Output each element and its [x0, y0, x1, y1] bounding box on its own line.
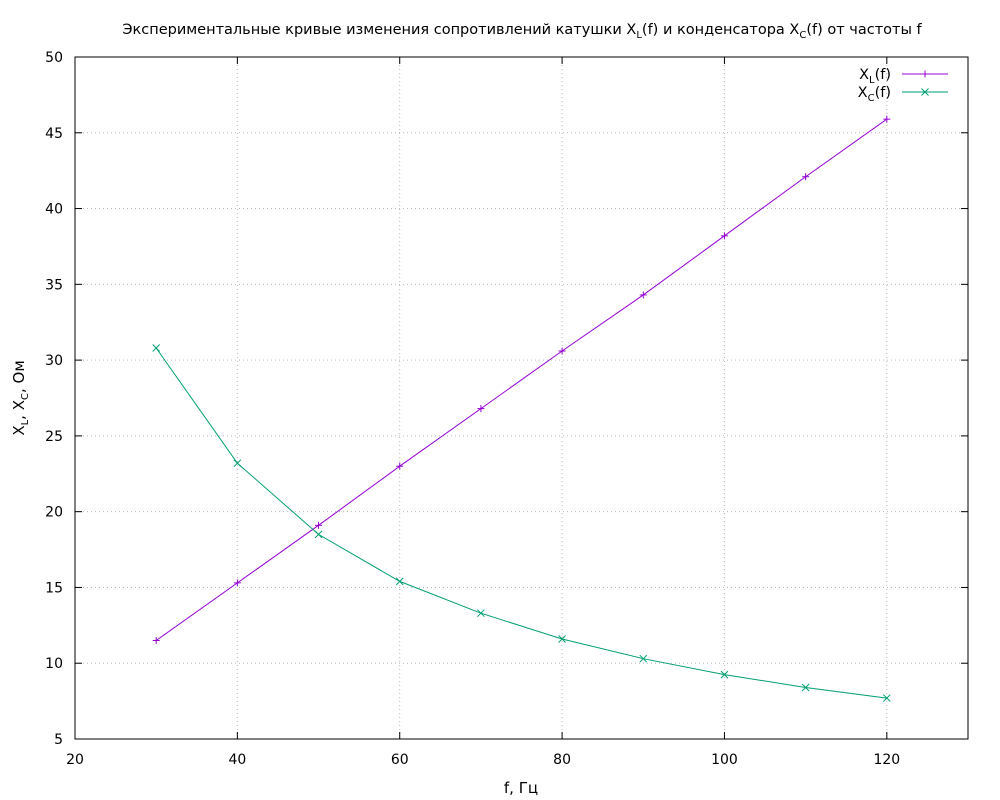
cross-point-marker	[233, 459, 242, 468]
y-tick-label: 45	[45, 126, 63, 142]
y-tick-label: 25	[45, 429, 63, 445]
y-tick-label: 50	[45, 50, 63, 66]
y-tick-label: 30	[45, 353, 63, 369]
x-tick-label: 100	[711, 752, 738, 768]
y-axis-label: XL, XC, Ом	[10, 360, 31, 435]
cross-point-marker	[477, 609, 485, 618]
legend-label: XL(f)	[859, 67, 891, 86]
y-tick-label: 10	[45, 656, 63, 672]
plus-point-marker	[233, 579, 241, 587]
x-tick-label: 120	[873, 752, 900, 768]
plus-point-marker	[477, 405, 485, 413]
y-tick-label: 35	[45, 277, 63, 293]
y-tick-label: 5	[54, 732, 63, 748]
x-axis-label: f, Гц	[504, 779, 538, 797]
plus-point-marker	[639, 291, 647, 299]
plus-point-marker	[921, 70, 929, 78]
axis-ticks: 20 40 60 80 100 120 5 10 15 20 25 30 35 40 45 50	[45, 50, 968, 768]
series-layer	[152, 115, 891, 702]
cross-point-marker	[882, 694, 891, 702]
x-tick-label: 60	[391, 752, 409, 768]
plus-point-marker	[152, 636, 160, 644]
plus-point-marker	[802, 173, 810, 181]
x-tick-label: 80	[553, 752, 571, 768]
legend-item: XL(f)	[859, 67, 948, 86]
cross-point-marker	[720, 670, 729, 679]
plus-point-marker	[720, 232, 728, 240]
y-tick-label: 20	[45, 505, 63, 521]
cross-point-marker	[921, 88, 929, 96]
series-c	[152, 344, 891, 702]
cross-point-marker	[558, 635, 566, 643]
plot-frame	[74, 56, 969, 740]
cross-point-marker	[801, 683, 810, 692]
x-tick-label: 40	[228, 752, 246, 768]
series-line	[155, 118, 888, 641]
y-tick-label: 15	[45, 580, 63, 596]
plus-point-marker	[315, 521, 323, 529]
cross-point-marker	[639, 654, 648, 663]
series-line	[155, 347, 887, 699]
x-tick-label: 20	[66, 752, 84, 768]
legend-label: XC(f)	[858, 85, 891, 104]
grid	[75, 57, 968, 739]
cross-point-marker	[314, 530, 323, 539]
plus-point-marker	[883, 115, 891, 123]
cross-point-marker	[395, 577, 404, 586]
legend-item: XC(f)	[858, 85, 948, 104]
plus-point-marker	[396, 462, 404, 470]
chart-title: Экспериментальные кривые изменения сопро…	[122, 22, 922, 41]
plus-point-marker	[558, 347, 566, 355]
cross-point-marker	[152, 344, 161, 352]
legend: XL(f)XC(f)	[858, 67, 948, 104]
series-l	[152, 115, 891, 644]
y-tick-label: 40	[45, 202, 63, 218]
